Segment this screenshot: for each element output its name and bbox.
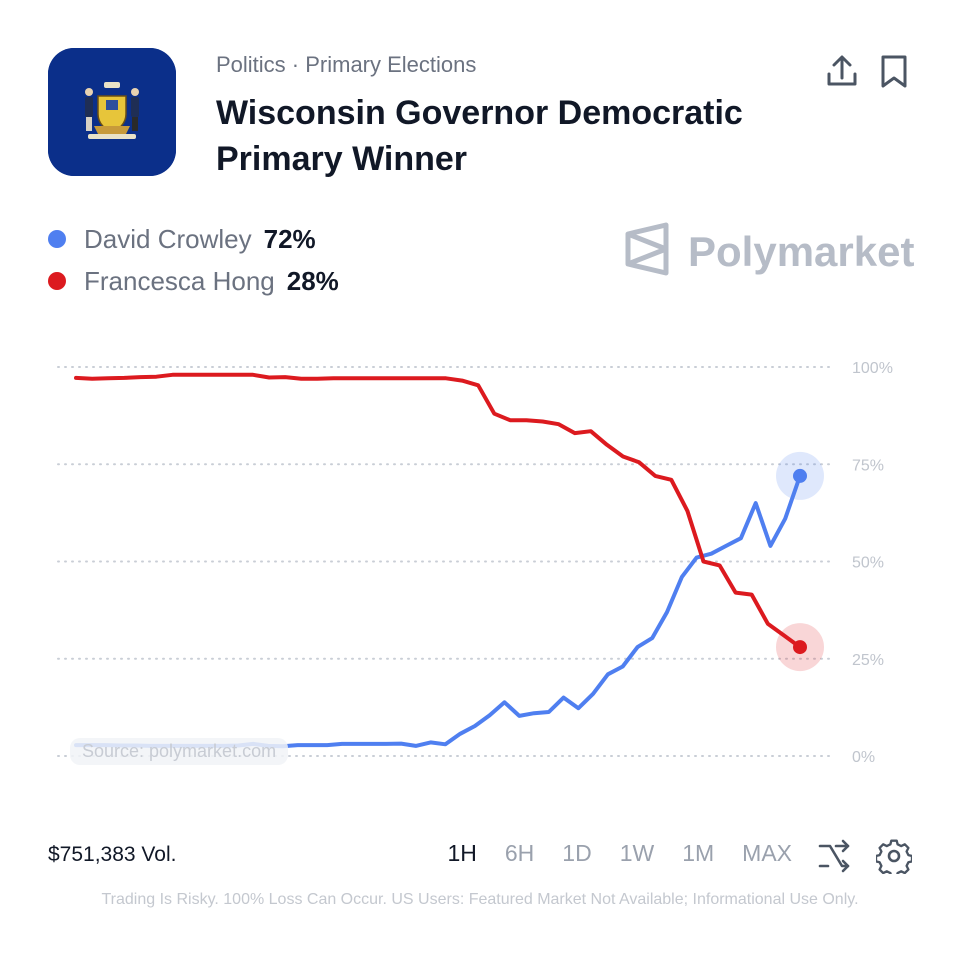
range-1h[interactable]: 1H [447, 840, 477, 866]
page-title: Wisconsin Governor Democratic Primary Wi… [216, 94, 743, 178]
source-label: Source: polymarket.com [70, 738, 289, 765]
legend-percent: 72% [263, 223, 316, 254]
y-tick-label: 100% [852, 360, 893, 377]
volume-label: $751,383 Vol. [48, 843, 177, 866]
legend-item-francesca-hong: Francesca Hong 28% [48, 260, 339, 302]
time-range-selector: 1H 6H 1D 1W 1M MAX [419, 840, 792, 867]
legend-name: Francesca Hong [84, 265, 275, 296]
endpoint-marker [793, 640, 807, 655]
legend-dot-blue [48, 230, 66, 248]
brand-name: Polymarket [688, 227, 915, 275]
disclaimer: Trading Is Risky. 100% Loss Can Occur. U… [101, 891, 859, 908]
legend-item-david-crowley: David Crowley 72% [48, 218, 339, 260]
range-6h[interactable]: 6H [504, 840, 535, 866]
endpoint-marker [793, 468, 807, 483]
y-tick-label: 50% [852, 555, 884, 572]
price-chart: 100% 75% 50% 25% 0% [57, 360, 893, 766]
series-line-francesca-hong [74, 372, 802, 650]
range-1m[interactable]: 1M [682, 840, 715, 866]
breadcrumb[interactable]: Politics · Primary Elections [216, 52, 477, 77]
y-tick-label: 75% [852, 457, 884, 474]
series-line-david-crowley [74, 473, 802, 749]
legend-name: David Crowley [84, 223, 252, 254]
bookmark-icon[interactable] [874, 52, 914, 92]
shuffle-icon[interactable] [816, 838, 852, 874]
range-1w[interactable]: 1W [619, 840, 655, 866]
range-1d[interactable]: 1D [562, 840, 592, 866]
y-tick-label: 25% [852, 652, 884, 669]
legend-percent: 28% [286, 265, 339, 296]
wisconsin-flag-icon [48, 48, 176, 176]
share-icon[interactable] [822, 52, 862, 92]
legend-dot-red [48, 272, 66, 290]
chart-legend: David Crowley 72% Francesca Hong 28% [48, 218, 339, 302]
range-max[interactable]: MAX [742, 840, 792, 866]
polymarket-brand: Polymarket [624, 222, 914, 281]
gear-icon[interactable] [874, 838, 914, 878]
polymarket-logo-icon [624, 222, 670, 281]
y-tick-label: 0% [852, 749, 875, 766]
